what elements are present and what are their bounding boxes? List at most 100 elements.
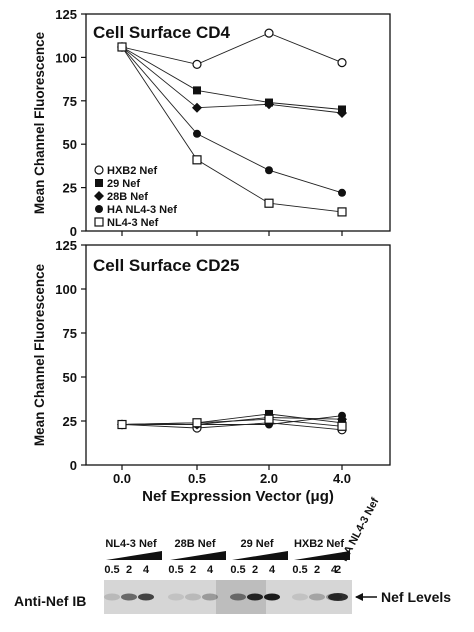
y-tick-label: 75 — [63, 326, 77, 341]
y-tick-label: 50 — [63, 370, 77, 385]
legend-item-28b: 28B Nef — [94, 191, 148, 203]
band — [328, 593, 348, 601]
y-tick-label: 50 — [63, 137, 77, 152]
legend-marker-open-square — [94, 217, 104, 227]
nef-levels-annotation: Nef Levels — [355, 589, 451, 605]
concentration-wedge-icon — [294, 551, 350, 560]
lane-label: 2 — [190, 564, 196, 576]
point-open-square — [337, 421, 347, 431]
lane-label: 0.5 — [292, 564, 307, 576]
y-tick-label: 0 — [70, 224, 77, 239]
point-open-circle — [337, 58, 347, 68]
series-line — [121, 46, 343, 194]
cd25-plot-frame — [85, 244, 391, 466]
x-tick-label: 2.0 — [260, 471, 278, 486]
point-filled-diamond — [337, 107, 347, 118]
series-line — [121, 46, 343, 213]
legend-item-hxb2: HXB2 Nef — [94, 165, 157, 177]
arrow-head-icon — [355, 593, 363, 601]
y-tick-label: 125 — [55, 238, 77, 253]
band — [104, 593, 120, 601]
point-open-square — [117, 419, 127, 430]
point-open-square — [192, 418, 202, 428]
blot-group-label: 29 Nef — [240, 538, 273, 550]
point-open-circle — [192, 59, 202, 69]
band — [292, 593, 308, 601]
concentration-wedge-icon — [170, 551, 226, 560]
cd4-x-axis — [121, 231, 343, 236]
point-filled-diamond — [264, 99, 274, 110]
band — [247, 593, 263, 601]
legend-marker-filled-square — [95, 179, 103, 187]
series-line — [121, 32, 343, 65]
cd4-y-axis: 0 25 50 75 100 125 — [55, 7, 86, 239]
cd4-plot-frame — [85, 13, 391, 232]
point-open-square — [117, 42, 127, 52]
cd4-title: Cell Surface CD4 — [93, 23, 231, 42]
lane-label: 0.5 — [168, 564, 183, 576]
legend-marker-filled-circle — [95, 205, 103, 213]
legend-label: HA NL4-3 Nef — [107, 204, 177, 216]
point-filled-diamond — [192, 102, 202, 113]
cd25-series-lines — [121, 413, 343, 431]
point-filled-circle — [338, 411, 346, 420]
lane-label: 4 — [269, 564, 276, 576]
cd4-ylabel: Mean Channel Fluorescence — [32, 31, 47, 214]
cd4-legend: HXB2 Nef 29 Nef 28B Nef HA NL4-3 Nef NL4… — [94, 165, 177, 229]
legend-label: NL4-3 Nef — [107, 217, 159, 229]
band — [168, 593, 184, 601]
band — [138, 593, 154, 601]
legend-item-ha-nl43: HA NL4-3 Nef — [95, 204, 177, 216]
blot-group-label: NL4-3 Nef — [105, 538, 157, 550]
point-open-square — [337, 207, 347, 217]
cd25-panel: Cell Surface CD25 Mean Channel Fluoresce… — [32, 238, 391, 505]
band — [264, 593, 280, 601]
blot-group-label: 28B Nef — [175, 538, 216, 550]
series-line — [121, 418, 343, 427]
y-tick-label: 0 — [70, 458, 77, 473]
blot-image — [104, 580, 352, 614]
cd25-x-axis: 0.0 0.5 2.0 4.0 — [113, 465, 351, 486]
cd25-y-axis: 0 25 50 75 100 125 — [55, 238, 86, 473]
legend-label: 28B Nef — [107, 191, 148, 203]
band-label: Nef Levels — [381, 589, 451, 605]
lane-label: 2 — [252, 564, 258, 576]
lane-label: 2 — [126, 564, 132, 576]
legend-label: 29 Nef — [107, 178, 140, 190]
legend-marker-open-circle — [94, 165, 104, 175]
blot-group-label: HXB2 Nef — [294, 538, 344, 550]
legend-label: HXB2 Nef — [107, 165, 157, 177]
band — [121, 593, 137, 601]
series-line — [121, 46, 343, 114]
point-open-square — [192, 155, 202, 165]
cd25-title: Cell Surface CD25 — [93, 256, 239, 275]
point-filled-circle — [338, 188, 346, 197]
lane-label: 0.5 — [104, 564, 119, 576]
point-open-circle — [264, 28, 274, 38]
lane-label: 2 — [335, 564, 341, 576]
y-tick-label: 25 — [63, 414, 77, 429]
cd25-ylabel: Mean Channel Fluorescence — [32, 263, 47, 446]
y-tick-label: 75 — [63, 94, 77, 109]
x-tick-label: 0.5 — [188, 471, 206, 486]
legend-item-29: 29 Nef — [95, 178, 140, 190]
point-filled-circle — [265, 166, 273, 175]
y-tick-label: 100 — [55, 282, 77, 297]
band — [202, 593, 218, 601]
point-filled-circle — [193, 129, 201, 138]
lane-label: 2 — [314, 564, 320, 576]
legend-marker-filled-diamond — [94, 191, 104, 201]
cd4-panel: Cell Surface CD4 Mean Channel Fluorescen… — [32, 7, 391, 239]
band — [230, 593, 246, 601]
point-open-square — [264, 414, 274, 424]
point-filled-square — [193, 86, 201, 95]
series-line — [122, 415, 343, 425]
cd25-markers — [117, 409, 347, 435]
legend-item-nl43: NL4-3 Nef — [94, 217, 159, 229]
lane-label: 4 — [331, 564, 338, 576]
y-tick-label: 100 — [55, 50, 77, 65]
concentration-wedge-icon — [232, 551, 288, 560]
